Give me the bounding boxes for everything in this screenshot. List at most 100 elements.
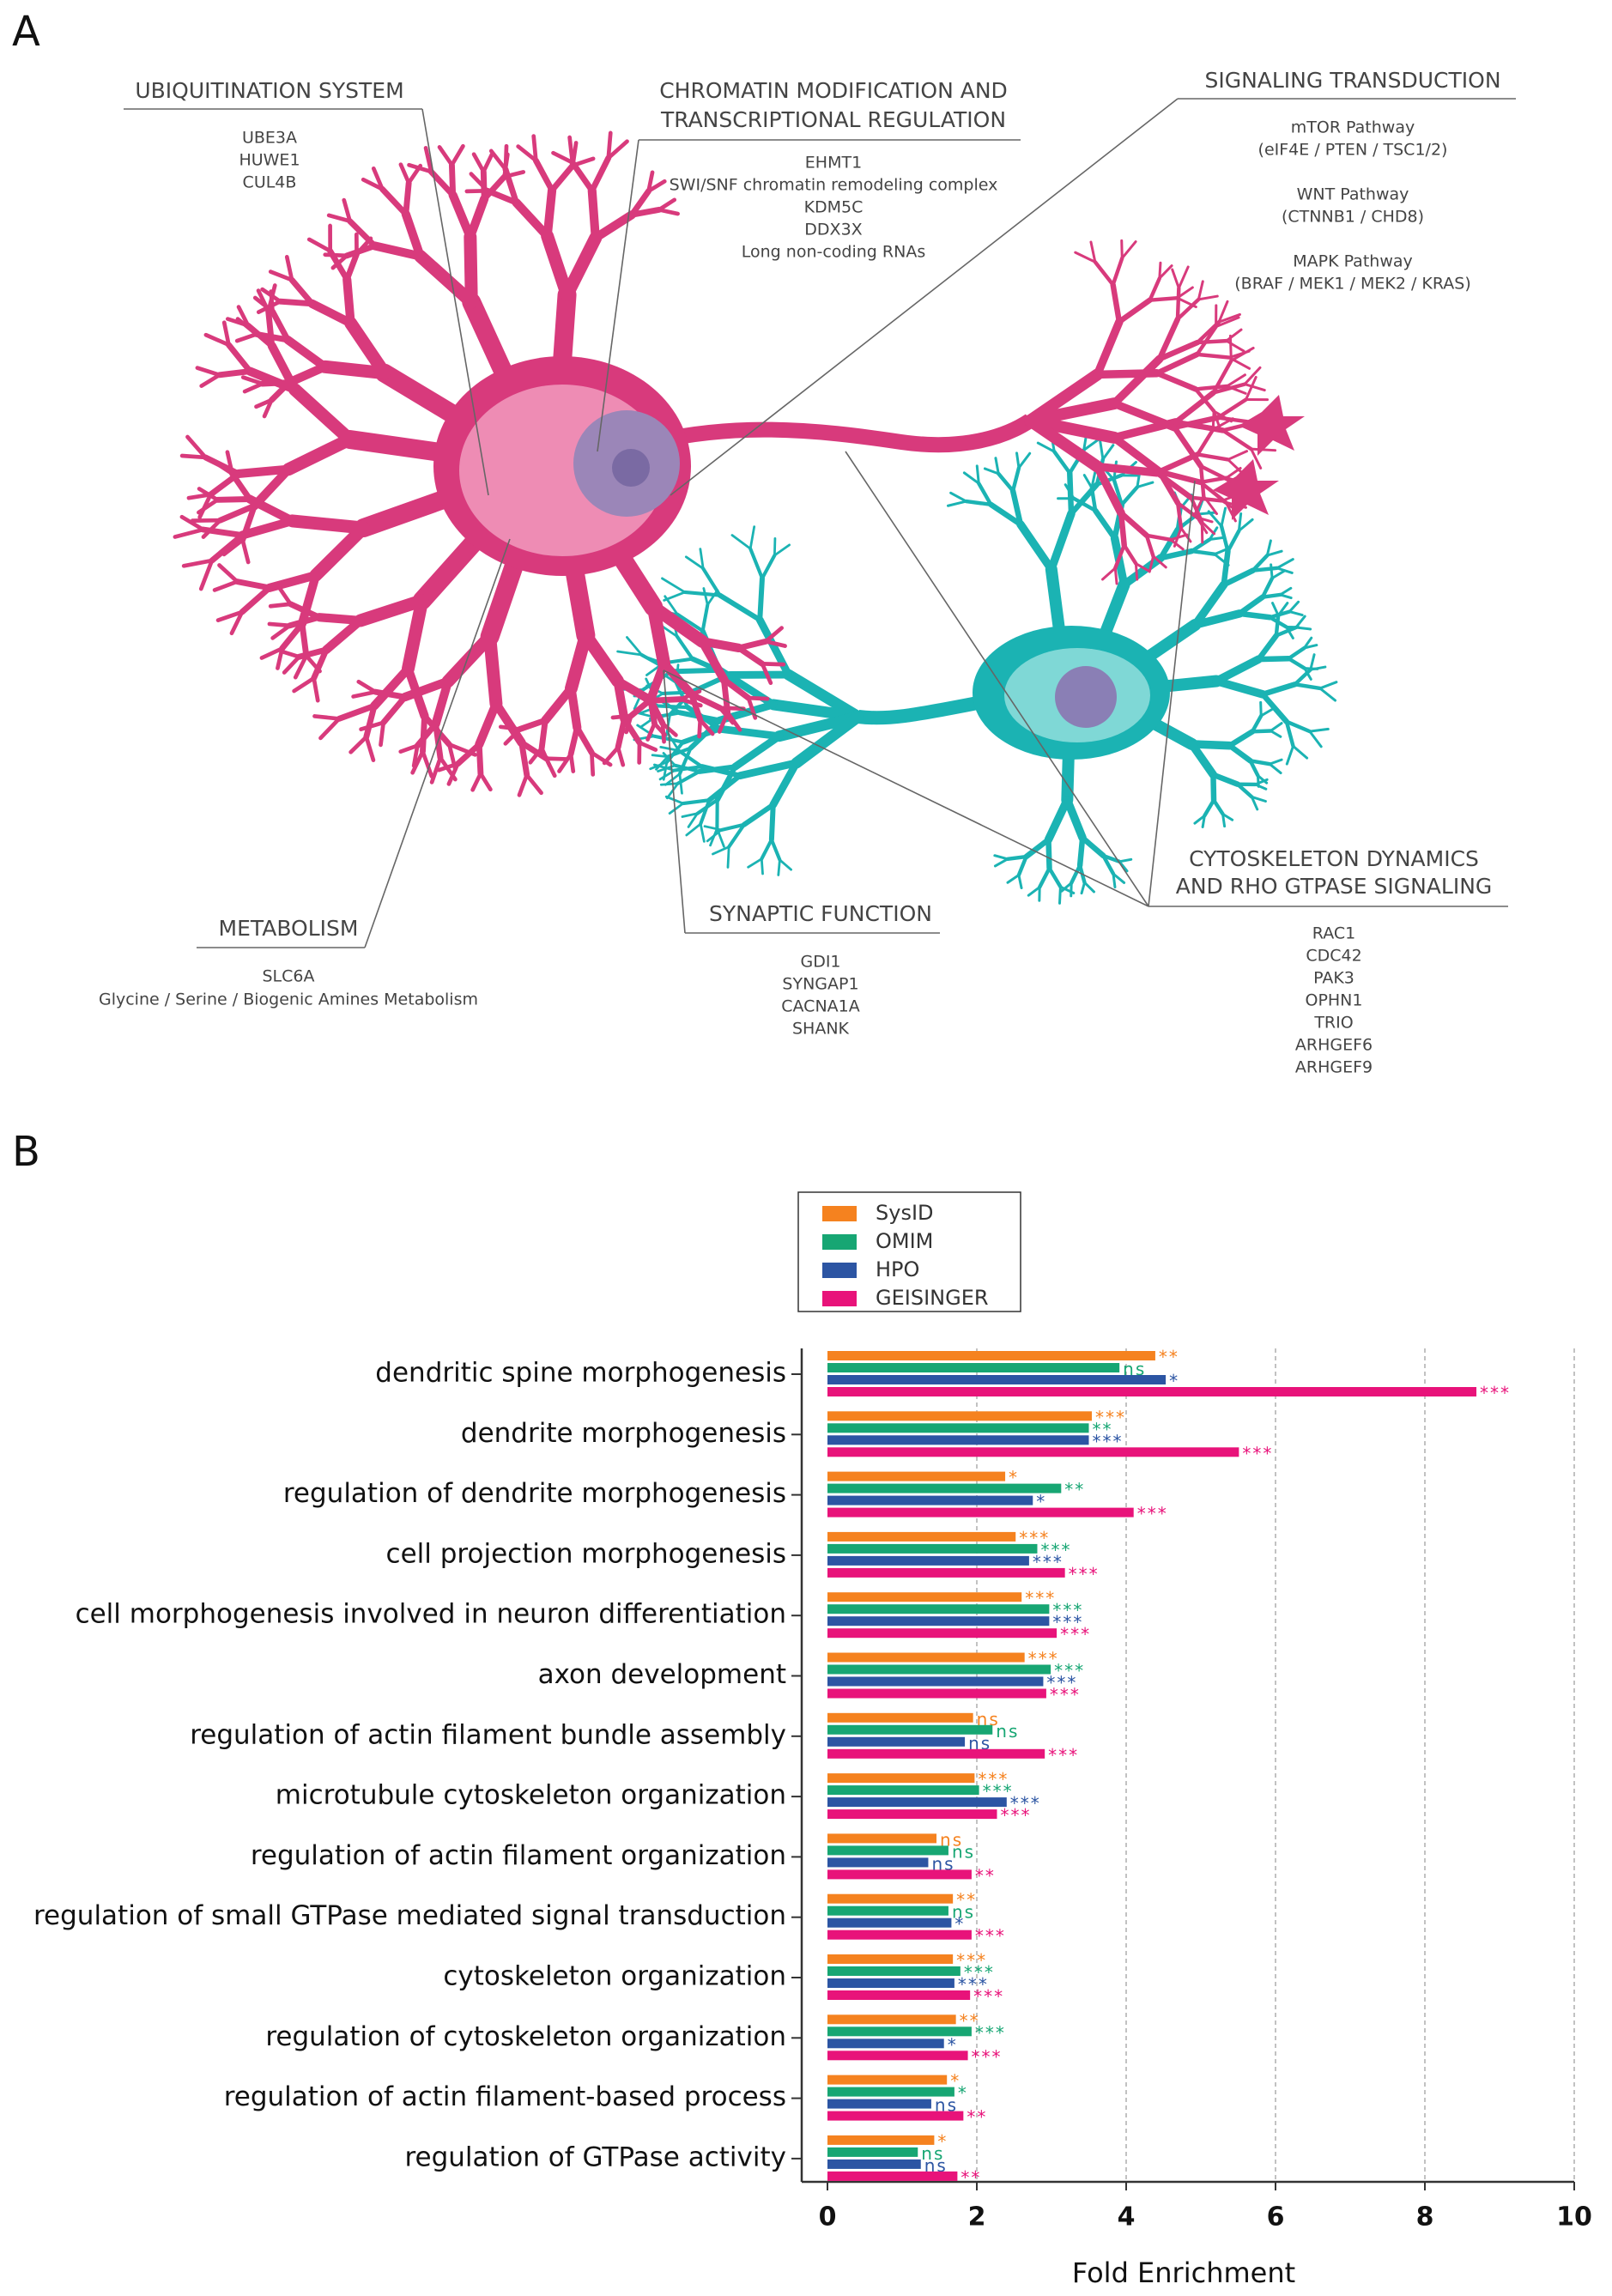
- dendrite: [1015, 451, 1021, 469]
- dendrite: [270, 308, 291, 343]
- dendrite: [1196, 427, 1215, 457]
- bar: [827, 1833, 937, 1844]
- dendrite: [1093, 260, 1115, 287]
- annotation-item: TRIO: [1313, 1014, 1353, 1033]
- dendrite: [675, 634, 694, 661]
- bar: [827, 2014, 956, 2025]
- dendrite: [628, 188, 652, 218]
- dendrite: [747, 857, 763, 869]
- significance-label: ***: [1060, 1624, 1091, 1645]
- bar: [827, 1966, 961, 1976]
- dendrite: [483, 630, 503, 711]
- annotation-item: SHANK: [792, 1020, 850, 1039]
- dendrite: [1309, 653, 1316, 671]
- significance-label: ns: [952, 1841, 975, 1862]
- dendrite: [1071, 496, 1098, 513]
- dendrite: [195, 366, 222, 378]
- annotation-item: mTOR Pathway: [1291, 118, 1415, 137]
- dendrite: [676, 748, 704, 769]
- dendrite: [983, 467, 1000, 476]
- dendrite: [517, 772, 530, 797]
- annotation-item: SWI/SNF chromatin remodeling complex: [670, 176, 998, 195]
- dendrite: [488, 148, 508, 172]
- dendrite: [1250, 713, 1264, 734]
- dendrite: [1200, 520, 1216, 536]
- dendrite: [1212, 655, 1264, 686]
- dendrite: [1208, 536, 1226, 542]
- dendrite: [1270, 569, 1287, 580]
- dendrite: [1195, 352, 1232, 360]
- dendrite: [628, 206, 663, 218]
- dendrite: [370, 241, 425, 261]
- dendrite: [1211, 382, 1247, 395]
- annotation-item: (CTNNB1 / CHD8): [1282, 208, 1424, 227]
- dendrite: [1113, 543, 1126, 571]
- dendrite: [760, 661, 773, 686]
- dendrite: [173, 527, 205, 539]
- dendrite: [363, 702, 378, 740]
- dendrite: [517, 717, 548, 733]
- dendrite: [660, 721, 678, 737]
- dendrite: [1093, 462, 1161, 477]
- annotation-title: METABOLISM: [219, 916, 359, 941]
- dendrite: [1152, 554, 1167, 569]
- dendrite: [1169, 533, 1189, 542]
- dendrite: [706, 772, 743, 803]
- dendrite: [1227, 450, 1249, 461]
- dendrite: [1211, 409, 1215, 431]
- bar: [827, 1567, 1065, 1578]
- significance-label: *: [948, 2034, 958, 2055]
- y-tick-label: regulation of dendrite morphogenesis: [283, 1478, 786, 1509]
- dendrite: [1269, 730, 1282, 738]
- bar: [827, 2075, 948, 2085]
- bar: [827, 2135, 935, 2145]
- dendrite: [1200, 520, 1204, 544]
- dendrite: [613, 676, 656, 706]
- dendrite: [1287, 645, 1306, 661]
- bar: [827, 1652, 1025, 1663]
- legend-swatch: [822, 1234, 857, 1250]
- dendrite: [685, 822, 702, 837]
- dendrite: [760, 661, 786, 667]
- dendrite: [680, 726, 723, 745]
- dendrite: [1279, 593, 1293, 600]
- dendrite: [215, 609, 245, 622]
- bar: [827, 1495, 1033, 1505]
- significance-label: **: [967, 2107, 987, 2128]
- dendrite: [254, 397, 274, 409]
- y-tick-label: regulation of small GTPase mediated sign…: [33, 1900, 786, 1931]
- dendrite: [229, 470, 253, 502]
- annotation-item: ARHGEF9: [1295, 1058, 1373, 1077]
- y-tick-label: regulation of actin filament-based proce…: [224, 2081, 786, 2112]
- dendrite: [658, 704, 690, 710]
- dendrite: [646, 600, 709, 648]
- dendrite: [557, 752, 573, 773]
- y-tick-label: cytoskeleton organization: [443, 1961, 786, 1992]
- bar: [827, 2099, 931, 2109]
- bar: [827, 1917, 952, 1928]
- dendrite: [688, 691, 724, 712]
- dendrite: [1201, 814, 1206, 829]
- significance-label: ***: [1069, 1564, 1100, 1584]
- dendrite: [347, 218, 379, 249]
- dendrite: [266, 283, 277, 313]
- dendrite: [309, 521, 371, 582]
- leader-line: [597, 139, 639, 452]
- x-tick-label: 4: [1118, 2202, 1136, 2232]
- axon: [858, 693, 997, 725]
- dendrite: [1288, 600, 1300, 614]
- dendrite: [229, 609, 245, 636]
- dendrite: [573, 724, 595, 756]
- dendrite: [769, 838, 782, 862]
- dendrite: [314, 613, 366, 626]
- annotation-item: CUL4B: [243, 173, 297, 192]
- dendrite: [994, 457, 1000, 476]
- dendrite: [699, 764, 743, 778]
- dendrite: [1024, 415, 1104, 473]
- significance-label: **: [1159, 1347, 1179, 1367]
- bar: [827, 1905, 948, 1916]
- dendrite: [1210, 772, 1241, 787]
- dendrite: [259, 646, 285, 660]
- annotation-item: UBE3A: [242, 129, 297, 148]
- dendrite: [1070, 863, 1082, 885]
